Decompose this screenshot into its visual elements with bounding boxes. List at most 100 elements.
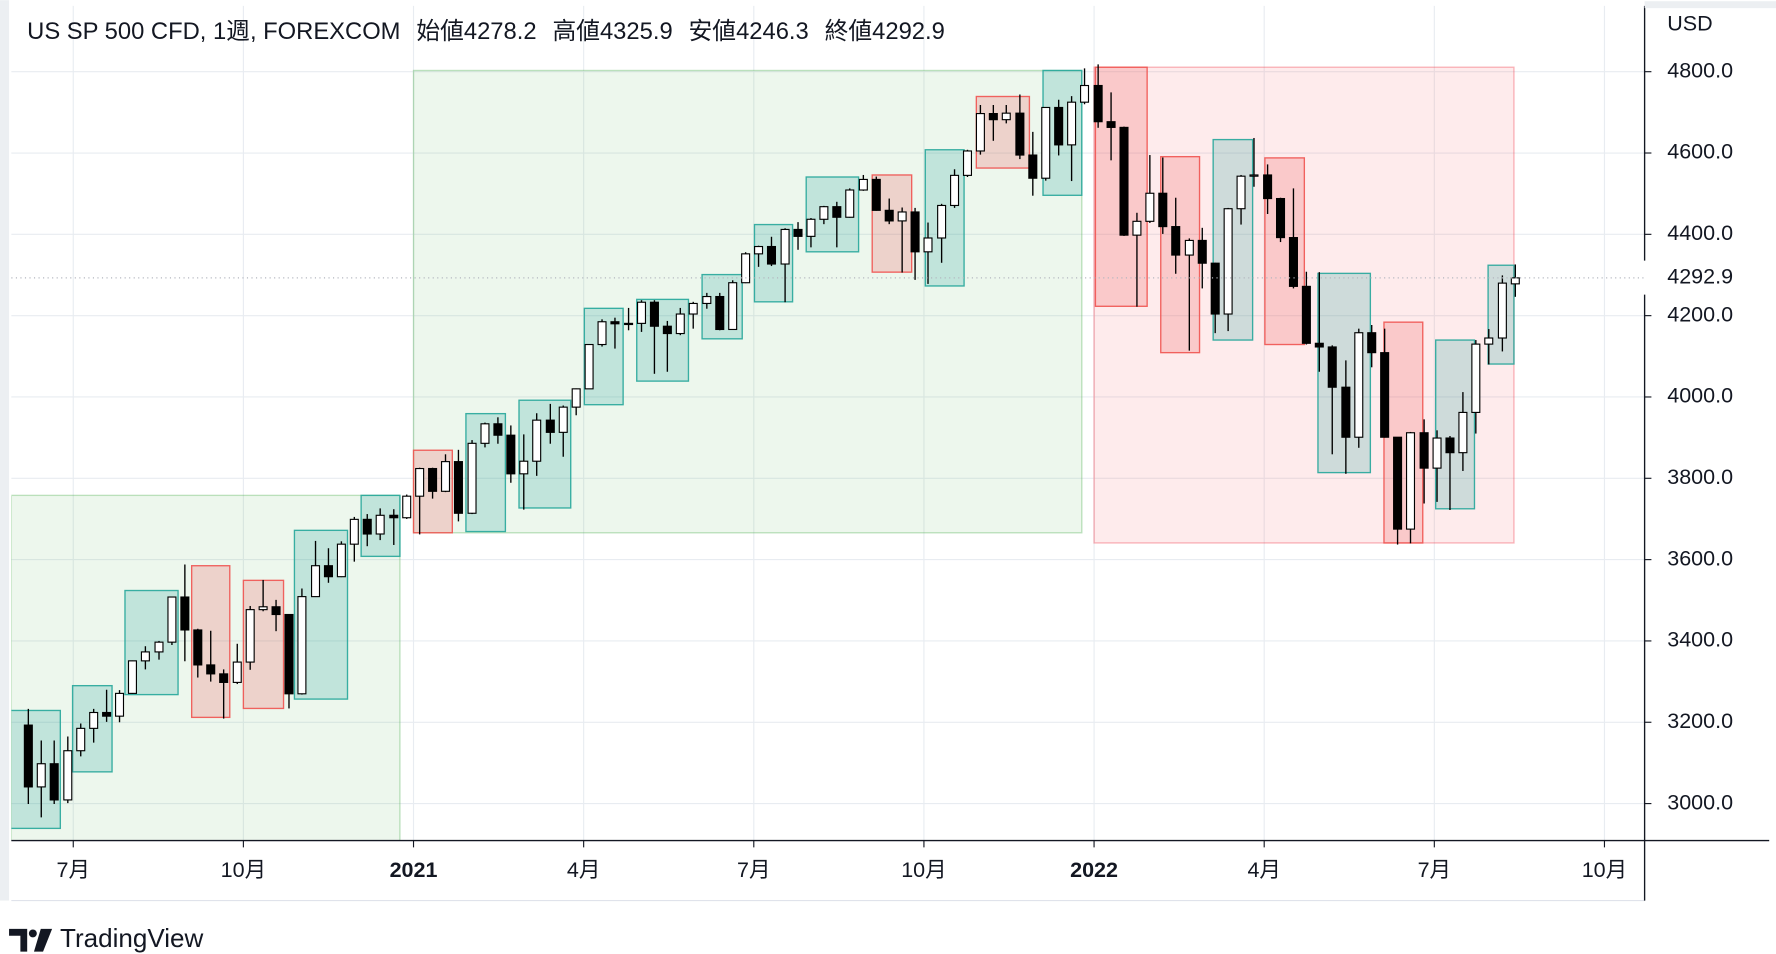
candle-body [1445, 437, 1455, 454]
candle-body [1484, 337, 1494, 345]
x-tick-label: 4月 [567, 858, 600, 882]
candle-body [923, 237, 933, 253]
candle-body [819, 206, 829, 220]
candle-body [232, 661, 242, 683]
open-label: 始値 [416, 18, 464, 45]
candle-body [1197, 239, 1207, 264]
y-tick-label: 4800.0 [1667, 58, 1733, 82]
candle-body [127, 660, 137, 694]
candle-body [884, 209, 894, 222]
candle-body [1106, 121, 1116, 128]
candle-body [1380, 352, 1390, 438]
candle-body [428, 467, 438, 492]
axes [11, 1, 1776, 902]
candle-body [1028, 154, 1038, 179]
candle-body [1497, 282, 1507, 339]
y-tick-label: 3000.0 [1667, 790, 1733, 814]
y-tick-label: 3400.0 [1667, 628, 1733, 652]
high-label: 高値 [552, 18, 600, 45]
candle-body [715, 295, 725, 331]
open-value: 4278.2 [464, 18, 537, 45]
candle-body [1041, 106, 1051, 179]
candle-body [140, 651, 150, 662]
close-label: 終値 [825, 18, 873, 45]
candle-body [793, 228, 803, 237]
watermark-text: TradingView [60, 923, 204, 953]
candle-body [1249, 174, 1259, 177]
candle-body [1314, 342, 1324, 348]
candle-body [636, 301, 647, 324]
candle-body [871, 178, 881, 211]
candle-body [1458, 411, 1468, 454]
candle-body [1054, 106, 1064, 146]
candle-body [336, 543, 346, 578]
candle-body [1405, 432, 1416, 530]
candle-body [154, 641, 164, 653]
candle-body [1080, 84, 1090, 103]
candle-body [519, 460, 529, 475]
candle-body [480, 423, 490, 444]
y-tick-label: 3600.0 [1667, 546, 1733, 570]
month-box [1435, 339, 1476, 510]
y-tick-label: 3200.0 [1667, 709, 1733, 733]
close-value: 4292.9 [872, 18, 945, 45]
candle-body [545, 419, 555, 433]
candle-body [1119, 126, 1129, 236]
candle-body [349, 518, 359, 545]
candle-body [219, 673, 229, 683]
x-tick-label: 7月 [737, 858, 770, 882]
x-tick-label: 2022 [1070, 858, 1118, 882]
candle-body [662, 325, 672, 335]
candle-body [1393, 436, 1403, 530]
candle-body [1093, 84, 1103, 123]
candle-body [950, 174, 960, 207]
candle-body [1223, 208, 1233, 315]
candle-body [245, 609, 255, 663]
symbol-title: US SP 500 CFD, 1週, FOREXCOM [27, 18, 400, 45]
candle-body [702, 295, 712, 305]
candle-body [910, 211, 920, 253]
watermark-logo [9, 928, 53, 952]
y-tick-label: 4400.0 [1667, 221, 1733, 245]
candle-body [675, 313, 685, 335]
candle-body [206, 664, 216, 675]
x-tick-label: 10月 [901, 858, 946, 882]
logo-part [33, 928, 53, 952]
candle-body [1001, 112, 1011, 121]
candle-body [258, 606, 268, 611]
candle-body [1354, 332, 1364, 438]
candle-body [858, 178, 868, 191]
candle-body [1184, 239, 1194, 256]
candle-body [962, 150, 973, 176]
candle-body [1171, 226, 1181, 256]
y-tick-label: 4600.0 [1667, 140, 1733, 164]
candle-body [754, 245, 764, 255]
x-tick-label: 10月 [1582, 858, 1627, 882]
candle-body [1419, 432, 1429, 469]
candle-body [1510, 277, 1520, 285]
candle-body [1067, 101, 1077, 146]
candle-body [937, 204, 947, 239]
candle-body [1236, 175, 1246, 210]
left-margin [0, 0, 10, 901]
candle-body [1158, 192, 1168, 228]
candle-body [493, 423, 503, 436]
candle-body [1263, 174, 1273, 200]
candle-body [506, 434, 516, 475]
candle-body [49, 763, 59, 801]
candle-body [1210, 262, 1220, 315]
y-tick-label: 4200.0 [1667, 302, 1733, 326]
candle-body [89, 711, 99, 729]
candle-body [845, 189, 855, 218]
candle-body [467, 442, 477, 514]
candle-body [688, 302, 698, 315]
candle-body [297, 596, 307, 695]
candle-body [1471, 343, 1481, 413]
candle-body [649, 301, 659, 327]
candle-body [36, 763, 46, 788]
candle-body [1015, 112, 1025, 156]
candle-body [532, 419, 542, 462]
candle-body [375, 514, 385, 535]
